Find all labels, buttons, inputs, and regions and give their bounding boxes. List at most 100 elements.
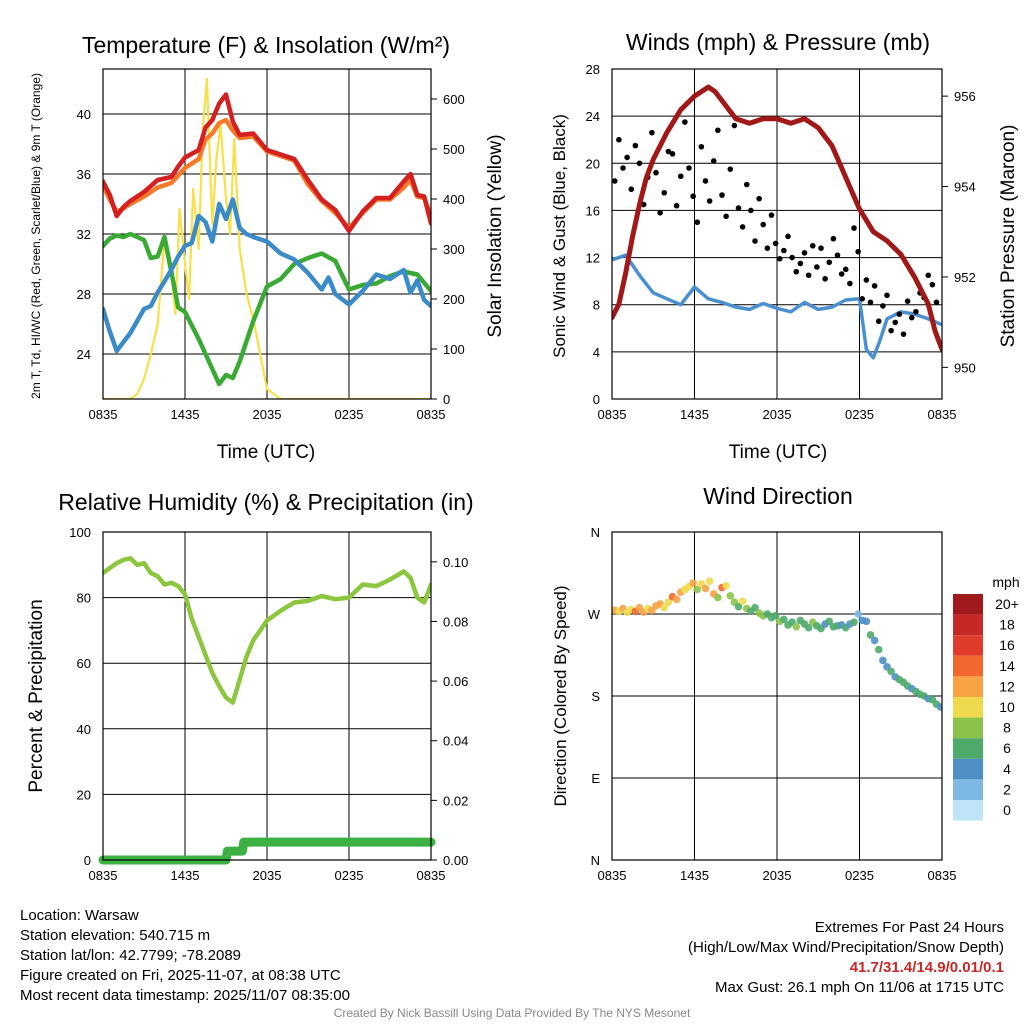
- x-tick-label: 0835: [598, 868, 627, 883]
- gust-point: [661, 189, 668, 196]
- wind-right-axis-label: Station Pressure (Maroon): [998, 125, 1019, 348]
- direction-point: [734, 602, 743, 611]
- x-tick-label: 0235: [845, 868, 874, 883]
- direction-point: [726, 591, 735, 600]
- x-tick-label: 0235: [335, 407, 364, 422]
- right-tick-label: 956: [954, 89, 976, 104]
- gust-point: [756, 195, 762, 202]
- gust-point: [785, 233, 791, 240]
- direction-point: [693, 585, 702, 594]
- gust-point: [859, 296, 866, 302]
- station-latlon: Station lat/lon: 42.7799; -78.2089: [20, 947, 242, 964]
- colorbar-tick-label: 6: [1003, 740, 1011, 756]
- y-tick-label: E: [591, 771, 600, 786]
- x-tick-label: 1435: [680, 407, 709, 422]
- colorbar-swatch: [953, 758, 983, 780]
- direction-point: [705, 577, 714, 585]
- gust-point: [933, 299, 940, 306]
- y-tick-label: 8: [593, 298, 600, 313]
- y-tick-label: 24: [77, 347, 91, 362]
- y-tick-label: N: [591, 525, 600, 540]
- y-tick-label: N: [591, 853, 600, 868]
- colorbar-swatch: [953, 779, 983, 800]
- gust-point: [735, 205, 742, 211]
- y-tick-label: 40: [77, 722, 91, 737]
- direction-point: [874, 645, 883, 654]
- gust-point: [677, 173, 684, 180]
- x-tick-label: 2035: [253, 407, 282, 422]
- gust-point: [908, 314, 915, 321]
- y-tick-label: 80: [77, 591, 91, 606]
- x-tick-label: 0835: [417, 868, 446, 883]
- gust-point: [739, 224, 746, 230]
- direction-point: [751, 603, 759, 612]
- gust-point: [900, 331, 907, 337]
- right-tick-label: 954: [954, 180, 976, 195]
- x-tick-label: 1435: [680, 868, 709, 883]
- gust-point: [612, 178, 618, 184]
- temp-panel-title: Temperature (F) & Insolation (W/m²): [82, 32, 450, 58]
- max-gust: Max Gust: 26.1 mph On 11/06 at 1715 UTC: [714, 979, 1004, 996]
- y-tick-label: 36: [77, 167, 91, 182]
- direction-point: [660, 603, 669, 612]
- dir-panel-title: Wind Direction: [703, 483, 853, 509]
- gust-point: [814, 264, 820, 270]
- right-tick-label: 200: [443, 292, 465, 307]
- x-tick-label: 0835: [89, 868, 118, 883]
- gust-point: [789, 254, 795, 261]
- right-tick-label: 0.08: [443, 614, 468, 629]
- y-tick-label: W: [588, 607, 601, 622]
- gust-point: [892, 319, 899, 326]
- colorbar-swatch: [953, 614, 983, 636]
- direction-point: [771, 612, 780, 620]
- humidity-precip-panel: Relative Humidity (%) & Precipitation (i…: [26, 489, 474, 883]
- gust-point: [673, 202, 680, 209]
- station-location: Location: Warsaw: [20, 907, 139, 924]
- wind-pressure-panel: Winds (mph) & Pressure (mb) Time (UTC) S…: [550, 29, 1019, 463]
- colorbar-tick-label: 18: [999, 617, 1015, 633]
- colorbar-tick-label: 4: [1003, 761, 1011, 777]
- gust-point: [686, 165, 692, 171]
- station-info: Location: Warsaw Station elevation: 540.…: [20, 906, 350, 1006]
- y-tick-label: 16: [586, 203, 600, 218]
- temp-right-axis-label: Solar Insolation (Yellow): [485, 134, 506, 337]
- colorbar-swatch: [953, 635, 983, 656]
- direction-point: [850, 618, 858, 626]
- extremes-legend: (High/Low/Max Wind/Precipitation/Snow De…: [688, 939, 1004, 956]
- x-tick-label: 2035: [253, 868, 282, 883]
- colorbar-swatch: [953, 717, 983, 739]
- series-line-dewpoint: [103, 231, 431, 387]
- right-tick-label: 0.00: [443, 853, 468, 868]
- station-elevation: Station elevation: 540.715 m: [20, 927, 211, 944]
- temperature-panel: Temperature (F) & Insolation (W/m²) Time…: [29, 32, 506, 463]
- gust-point: [781, 247, 787, 254]
- colorbar-swatch: [953, 655, 983, 677]
- direction-point: [792, 622, 801, 631]
- gust-point: [880, 303, 886, 309]
- gust-point: [764, 245, 771, 251]
- gust-point: [809, 242, 816, 249]
- wind-left-axis-label: Sonic Wind & Gust (Blue, Black): [550, 114, 569, 358]
- y-tick-label: 100: [69, 525, 91, 540]
- x-tick-label: 0235: [335, 868, 364, 883]
- x-tick-label: 2035: [763, 407, 792, 422]
- right-tick-label: 500: [443, 142, 465, 157]
- colorbar-tick-label: 2: [1003, 781, 1011, 797]
- gust-point: [653, 169, 659, 176]
- plot-frame: [102, 68, 432, 400]
- gust-point: [649, 129, 655, 136]
- rh-line: [103, 555, 431, 705]
- plot-frame: [102, 531, 432, 861]
- gust-point: [743, 181, 750, 188]
- x-tick-label: 0835: [598, 407, 627, 422]
- y-tick-label: 0: [593, 392, 600, 407]
- gust-point: [851, 225, 857, 231]
- wind-direction-panel: Wind Direction Direction (Colored By Spe…: [551, 483, 956, 883]
- temp-left-axis-label: 2m T, Td, HI/WC (Red, Green, Scarlet/Blu…: [29, 73, 43, 399]
- y-tick-label: 20: [77, 787, 91, 802]
- gust-point: [760, 221, 767, 228]
- gust-point: [706, 198, 713, 204]
- direction-point: [689, 579, 697, 587]
- colorbar-tick-label: 20+: [995, 596, 1019, 612]
- gust-point: [913, 308, 919, 315]
